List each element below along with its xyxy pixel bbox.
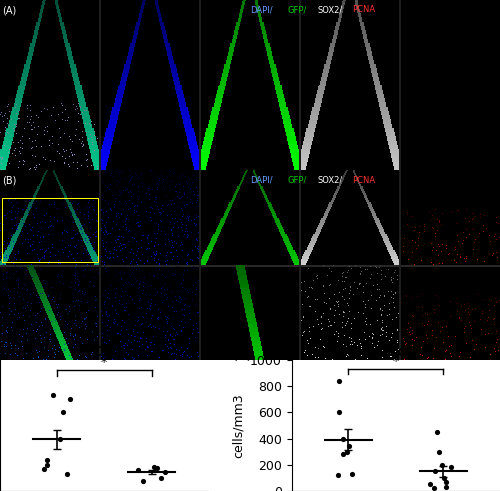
Point <box>66 395 74 403</box>
Point <box>426 481 434 489</box>
Point <box>345 442 353 450</box>
Point <box>440 474 448 482</box>
Point <box>134 466 142 474</box>
Point <box>63 469 71 477</box>
Point <box>140 477 147 485</box>
Title: PCNA: PCNA <box>82 345 126 359</box>
Point <box>348 470 356 478</box>
Title: Nestin+/Sox2+/PCNA+: Nestin+/Sox2+/PCNA+ <box>308 345 484 359</box>
Text: SOX2/: SOX2/ <box>318 5 343 14</box>
Point <box>338 450 346 458</box>
Point <box>50 391 58 399</box>
Text: GFP/: GFP/ <box>288 176 307 185</box>
Point <box>43 461 51 469</box>
Point <box>157 474 165 482</box>
Text: SOX2/: SOX2/ <box>318 176 343 185</box>
Text: *: * <box>392 355 399 368</box>
Point <box>442 478 450 486</box>
Point <box>430 485 438 491</box>
Point <box>336 409 344 416</box>
Text: (B): (B) <box>2 176 17 186</box>
Text: DAPI/: DAPI/ <box>250 5 272 14</box>
Text: (A): (A) <box>2 5 17 15</box>
Point <box>336 377 344 385</box>
Point <box>448 464 456 471</box>
Point <box>339 435 347 442</box>
Text: PCNA: PCNA <box>352 176 376 185</box>
Point <box>154 464 162 472</box>
Text: (D): (D) <box>234 350 252 362</box>
Point <box>436 448 444 456</box>
Text: PCNA: PCNA <box>352 5 376 14</box>
Point <box>342 448 350 456</box>
Point <box>334 471 342 479</box>
Point <box>43 457 51 464</box>
Point <box>60 409 68 416</box>
Point <box>40 465 48 473</box>
Point <box>434 428 442 436</box>
Text: *: * <box>101 356 107 369</box>
Y-axis label: cells/mm3: cells/mm3 <box>232 393 244 458</box>
Point <box>150 463 158 470</box>
Point <box>56 435 64 442</box>
Text: DAPI/: DAPI/ <box>250 176 272 185</box>
Text: GFP/: GFP/ <box>288 5 307 14</box>
Point <box>430 467 438 475</box>
Point <box>442 483 450 491</box>
Point <box>438 461 446 469</box>
Point <box>161 468 169 476</box>
